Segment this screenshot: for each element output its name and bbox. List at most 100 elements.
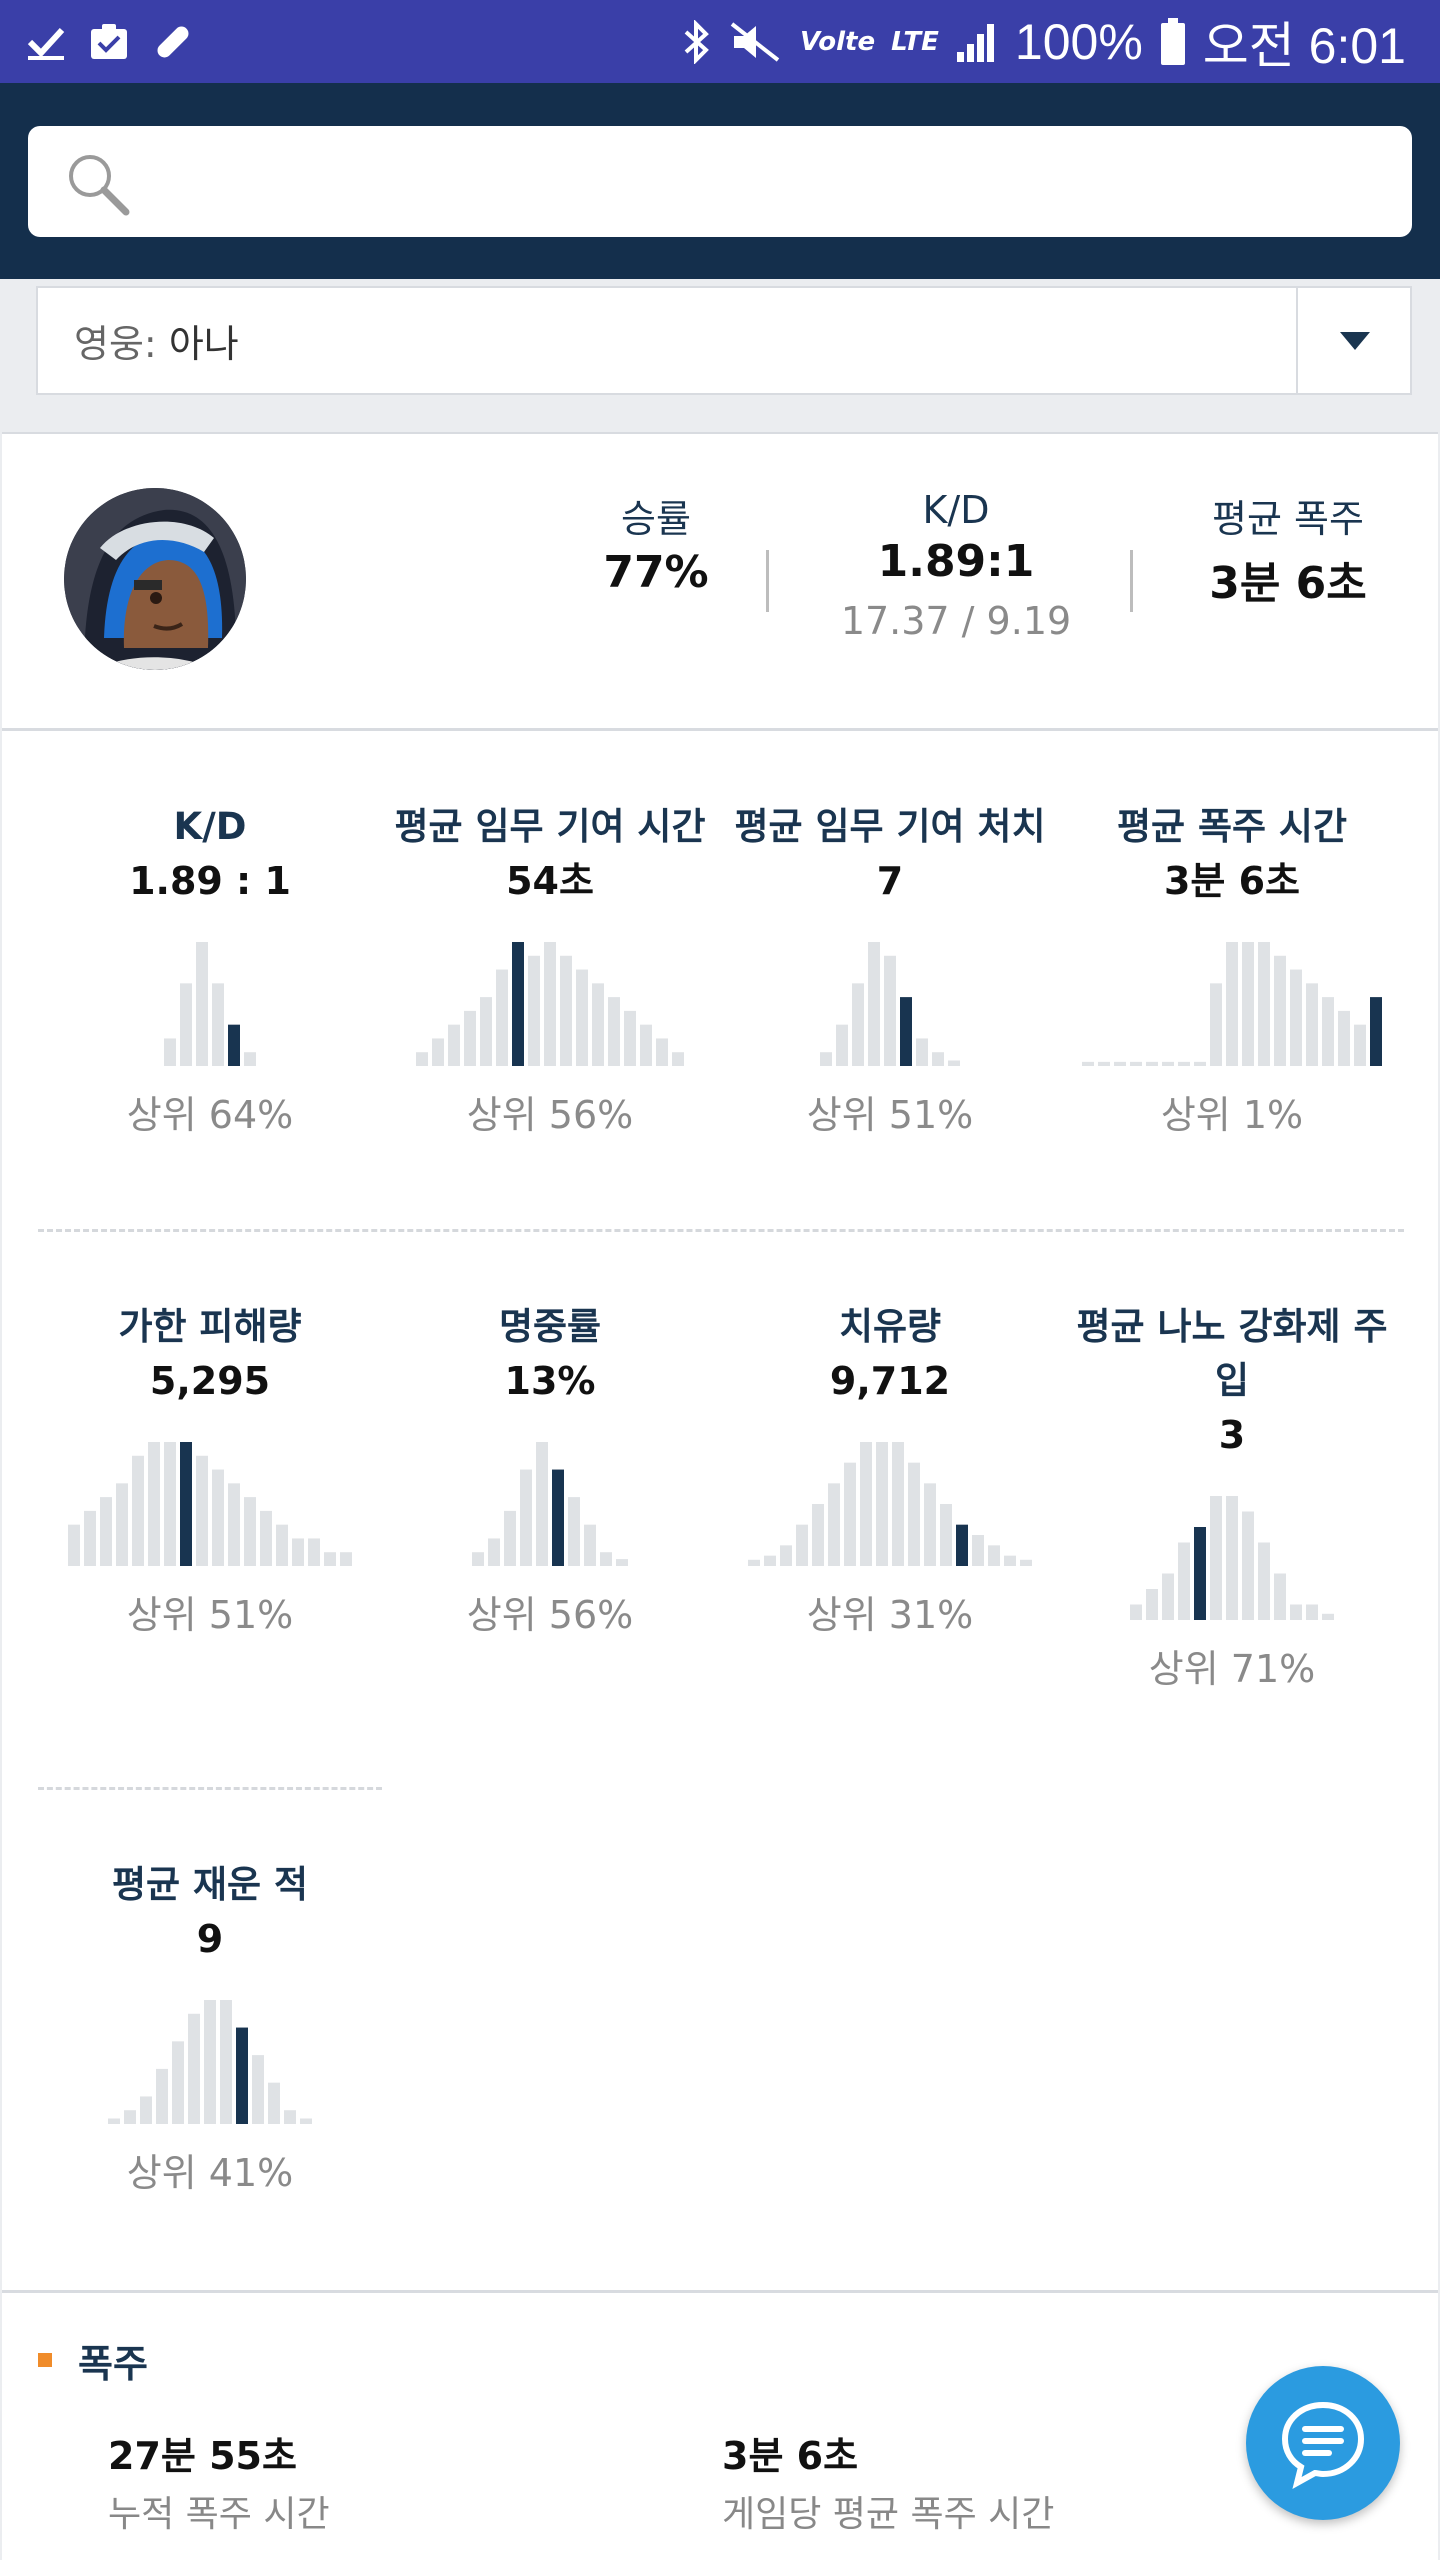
histogram-bar bbox=[340, 1552, 352, 1566]
histogram-bar bbox=[84, 1510, 96, 1566]
histogram-bar bbox=[148, 1442, 160, 1566]
bandage-icon bbox=[157, 26, 189, 57]
histogram-bar bbox=[836, 1024, 848, 1066]
histogram-bar bbox=[1338, 1010, 1350, 1066]
select-divider bbox=[1296, 288, 1298, 393]
histogram-bar bbox=[908, 1462, 920, 1566]
histogram-bar bbox=[672, 1052, 684, 1066]
histogram-bar bbox=[916, 1038, 928, 1066]
stat-sleep: 평균 재운 적 9 상위 41% bbox=[40, 1858, 380, 2197]
stat-nano-boost: 평균 나노 강화제 주입 3 상위 71% bbox=[1062, 1300, 1402, 1693]
stat-percentile: 상위 51% bbox=[806, 1093, 974, 1137]
histogram-bar bbox=[528, 955, 540, 1066]
stat-histogram bbox=[1062, 1492, 1402, 1620]
stat-value: 9,712 bbox=[829, 1359, 951, 1403]
hero-select-label: 영웅: 아나 bbox=[74, 288, 239, 393]
histogram-bar bbox=[308, 1538, 320, 1566]
search-input[interactable] bbox=[28, 126, 1412, 237]
histogram-bar bbox=[940, 1504, 952, 1566]
histogram-bar bbox=[432, 1038, 444, 1066]
histogram-bar bbox=[116, 1483, 128, 1566]
stat-value: 54초 bbox=[506, 859, 594, 903]
stat-label: 평균 임무 기여 시간 bbox=[394, 805, 706, 848]
histogram-bar bbox=[260, 1510, 272, 1566]
stat-value: 3 bbox=[1218, 1413, 1246, 1457]
histogram-bar bbox=[1322, 997, 1334, 1066]
chat-button[interactable] bbox=[1246, 2366, 1400, 2520]
histogram-bar bbox=[1258, 942, 1270, 1066]
histogram-bar bbox=[268, 2082, 280, 2124]
histogram-bar-player bbox=[900, 997, 912, 1066]
volte-label: Volte bbox=[800, 26, 876, 57]
histogram-bar-player bbox=[1194, 1527, 1206, 1620]
search-icon bbox=[69, 155, 130, 216]
histogram-bar bbox=[472, 1552, 484, 1566]
kd-value: 1.89:1 bbox=[877, 536, 1035, 587]
stat-percentile: 상위 64% bbox=[126, 1093, 294, 1137]
histogram-bar bbox=[196, 942, 208, 1066]
histogram-bar bbox=[560, 955, 572, 1066]
summary-divider bbox=[766, 550, 769, 612]
histogram-bar bbox=[212, 1469, 224, 1566]
histogram-bar bbox=[1290, 969, 1302, 1066]
dashed-divider bbox=[38, 1787, 382, 1790]
system-icons: Volte LTE 100% 오전 6:01 bbox=[682, 0, 1406, 83]
histogram-bar bbox=[1162, 1573, 1174, 1620]
histogram-bar bbox=[496, 969, 508, 1066]
histogram-bar bbox=[1258, 1542, 1270, 1620]
histogram-bar bbox=[188, 2013, 200, 2124]
hero-select[interactable]: 영웅: 아나 bbox=[36, 286, 1412, 395]
section-title: 폭주 bbox=[78, 2342, 148, 2386]
histogram-bar bbox=[156, 2068, 168, 2124]
total-fire-caption: 누적 폭주 시간 bbox=[108, 2494, 330, 2535]
histogram-bar bbox=[1322, 1613, 1334, 1620]
histogram-bar-player bbox=[1370, 997, 1382, 1066]
caret-down-icon bbox=[1340, 331, 1370, 350]
histogram-bar bbox=[416, 1052, 428, 1066]
clipboard-check-icon bbox=[91, 23, 127, 59]
histogram-bar bbox=[764, 1555, 776, 1566]
histogram-bar bbox=[852, 983, 864, 1066]
section-divider bbox=[2, 2290, 1438, 2293]
histogram-bar bbox=[212, 983, 224, 1066]
histogram-bar bbox=[780, 1545, 792, 1566]
histogram-bar bbox=[948, 1060, 960, 1066]
bluetooth-icon bbox=[684, 19, 709, 64]
histogram-bar bbox=[656, 1038, 668, 1066]
hero-select-value: 아나 bbox=[168, 322, 239, 366]
histogram-bar bbox=[324, 1552, 336, 1566]
histogram-bar bbox=[1146, 1589, 1158, 1620]
histogram-bar bbox=[1290, 1604, 1302, 1620]
status-bar: Volte LTE 100% 오전 6:01 bbox=[0, 0, 1440, 83]
histogram-bar bbox=[748, 1559, 760, 1566]
stat-objective-time: 평균 임무 기여 시간 54초 상위 56% bbox=[380, 800, 720, 1139]
histogram-bar bbox=[584, 1524, 596, 1566]
app-header bbox=[0, 83, 1440, 279]
histogram-bar bbox=[252, 2055, 264, 2124]
histogram-bar bbox=[1130, 1604, 1142, 1620]
histogram-bar bbox=[1354, 1024, 1366, 1066]
histogram-bar bbox=[624, 1010, 636, 1066]
histogram-bar bbox=[924, 1483, 936, 1566]
histogram-bar bbox=[108, 2118, 120, 2124]
mute-icon bbox=[730, 21, 780, 62]
stat-percentile: 상위 1% bbox=[1160, 1093, 1304, 1137]
signal-icon bbox=[956, 23, 994, 62]
stat-label: 평균 재운 적 bbox=[112, 1863, 308, 1906]
histogram-bar bbox=[576, 969, 588, 1066]
stat-label: 평균 폭주 시간 bbox=[1116, 805, 1347, 848]
summary-divider bbox=[1130, 550, 1133, 612]
histogram-bar bbox=[1098, 1061, 1110, 1066]
stat-histogram bbox=[720, 938, 1060, 1066]
dashed-divider bbox=[38, 1229, 1404, 1232]
stat-histogram bbox=[40, 938, 380, 1066]
stat-histogram bbox=[380, 938, 720, 1066]
dropdown-button[interactable] bbox=[1298, 288, 1412, 393]
histogram-bar bbox=[244, 1052, 256, 1066]
histogram-bar bbox=[1242, 1511, 1254, 1620]
histogram-bar bbox=[228, 1483, 240, 1566]
histogram-bar bbox=[544, 942, 556, 1066]
histogram-bar bbox=[1162, 1061, 1174, 1066]
histogram-svg bbox=[164, 942, 256, 1066]
histogram-bar bbox=[812, 1504, 824, 1566]
